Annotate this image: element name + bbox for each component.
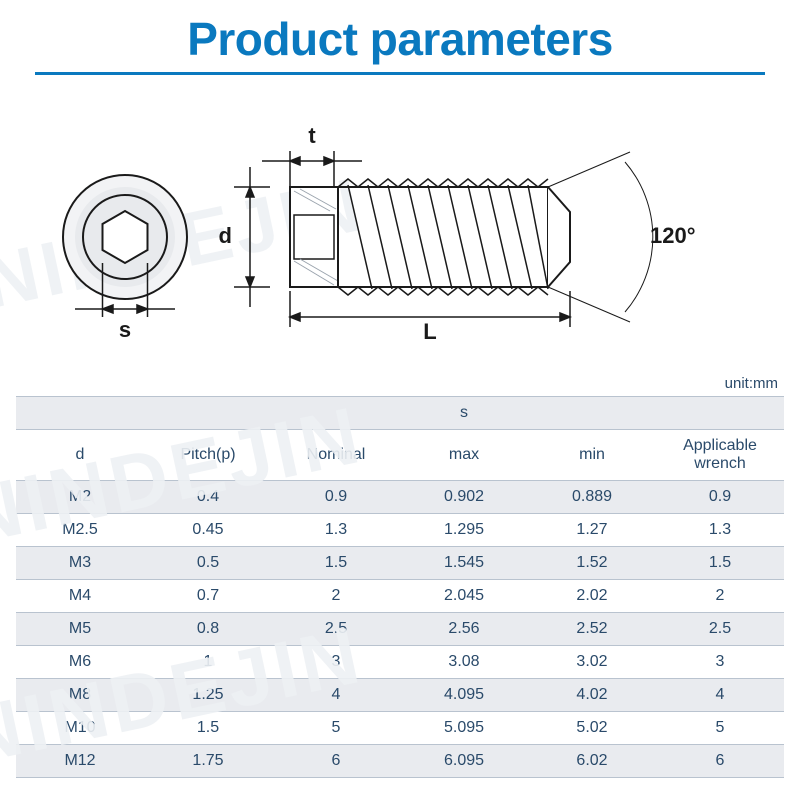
table-cell: 2.5 [656, 613, 784, 646]
table-cell: 4.02 [528, 679, 656, 712]
table-cell: 2.045 [400, 580, 528, 613]
table-cell: 1.3 [272, 514, 400, 547]
label-s: s [119, 317, 131, 342]
table-cell: 5 [656, 712, 784, 745]
table-cell: M6 [16, 646, 144, 679]
col-group-s: s [400, 397, 528, 430]
title-rule [35, 72, 765, 75]
table-cell: 0.45 [144, 514, 272, 547]
table-body: M20.40.90.9020.8890.9M2.50.451.31.2951.2… [16, 481, 784, 778]
table-cell: 2.56 [400, 613, 528, 646]
table-cell: 1.27 [528, 514, 656, 547]
table-cell: M8 [16, 679, 144, 712]
table-cell: 1.5 [272, 547, 400, 580]
table-cell: M2.5 [16, 514, 144, 547]
unit-label: unit:mm [16, 375, 784, 392]
table-cell: 0.9 [272, 481, 400, 514]
table-cell: 0.889 [528, 481, 656, 514]
table-row: M20.40.90.9020.8890.9 [16, 481, 784, 514]
product-diagram: s [30, 97, 770, 347]
table-cell: 2.52 [528, 613, 656, 646]
table-cell: 1.25 [144, 679, 272, 712]
table-cell: 5 [272, 712, 400, 745]
col-nominal: Nominal [272, 430, 400, 481]
table-cell: M4 [16, 580, 144, 613]
table-cell: 5.095 [400, 712, 528, 745]
table-cell: 1.5 [656, 547, 784, 580]
table-cell: M2 [16, 481, 144, 514]
table-cell: 4 [272, 679, 400, 712]
label-L: L [423, 319, 436, 344]
col-d: d [16, 430, 144, 481]
parameters-table: s d Pitch(p) Nominal max min Applicable … [16, 396, 784, 778]
label-d: d [219, 223, 232, 248]
table-cell: 6 [656, 745, 784, 778]
table-cell: M3 [16, 547, 144, 580]
table-cell: M5 [16, 613, 144, 646]
parameters-table-wrap: unit:mm s d Pitch(p) Nominal max min App… [16, 375, 784, 778]
col-pitch: Pitch(p) [144, 430, 272, 481]
table-cell: 2.02 [528, 580, 656, 613]
table-cell: 6 [272, 745, 400, 778]
table-row: M121.7566.0956.026 [16, 745, 784, 778]
table-cell: 1.295 [400, 514, 528, 547]
table-cell: 2 [656, 580, 784, 613]
col-min: min [528, 430, 656, 481]
table-cell: 1.5 [144, 712, 272, 745]
table-header-row: d Pitch(p) Nominal max min Applicable wr… [16, 430, 784, 481]
table-row: M81.2544.0954.024 [16, 679, 784, 712]
col-wrench: Applicable wrench [656, 430, 784, 481]
table-cell: 3 [656, 646, 784, 679]
table-cell: 0.902 [400, 481, 528, 514]
table-row: M30.51.51.5451.521.5 [16, 547, 784, 580]
table-cell: M10 [16, 712, 144, 745]
table-cell: 3 [272, 646, 400, 679]
table-cell: 0.5 [144, 547, 272, 580]
table-cell: 1.545 [400, 547, 528, 580]
table-cell: 6.02 [528, 745, 656, 778]
table-cell: 3.02 [528, 646, 656, 679]
table-cell: 2 [272, 580, 400, 613]
table-row: M6133.083.023 [16, 646, 784, 679]
col-max: max [400, 430, 528, 481]
table-cell: 4 [656, 679, 784, 712]
table-cell: 0.9 [656, 481, 784, 514]
page-title: Product parameters [187, 12, 613, 66]
table-row: M2.50.451.31.2951.271.3 [16, 514, 784, 547]
table-cell: 1.75 [144, 745, 272, 778]
table-row: M101.555.0955.025 [16, 712, 784, 745]
label-angle: 120° [650, 223, 696, 248]
label-t: t [308, 123, 316, 148]
table-cell: 1.52 [528, 547, 656, 580]
table-row: M40.722.0452.022 [16, 580, 784, 613]
table-cell: 3.08 [400, 646, 528, 679]
table-cell: 6.095 [400, 745, 528, 778]
table-cell: 1 [144, 646, 272, 679]
table-cell: 5.02 [528, 712, 656, 745]
table-cell: 4.095 [400, 679, 528, 712]
table-cell: M12 [16, 745, 144, 778]
table-row: M50.82.52.562.522.5 [16, 613, 784, 646]
table-cell: 0.7 [144, 580, 272, 613]
table-cell: 0.4 [144, 481, 272, 514]
table-cell: 1.3 [656, 514, 784, 547]
title-block: Product parameters [0, 0, 800, 75]
table-cell: 0.8 [144, 613, 272, 646]
table-cell: 2.5 [272, 613, 400, 646]
